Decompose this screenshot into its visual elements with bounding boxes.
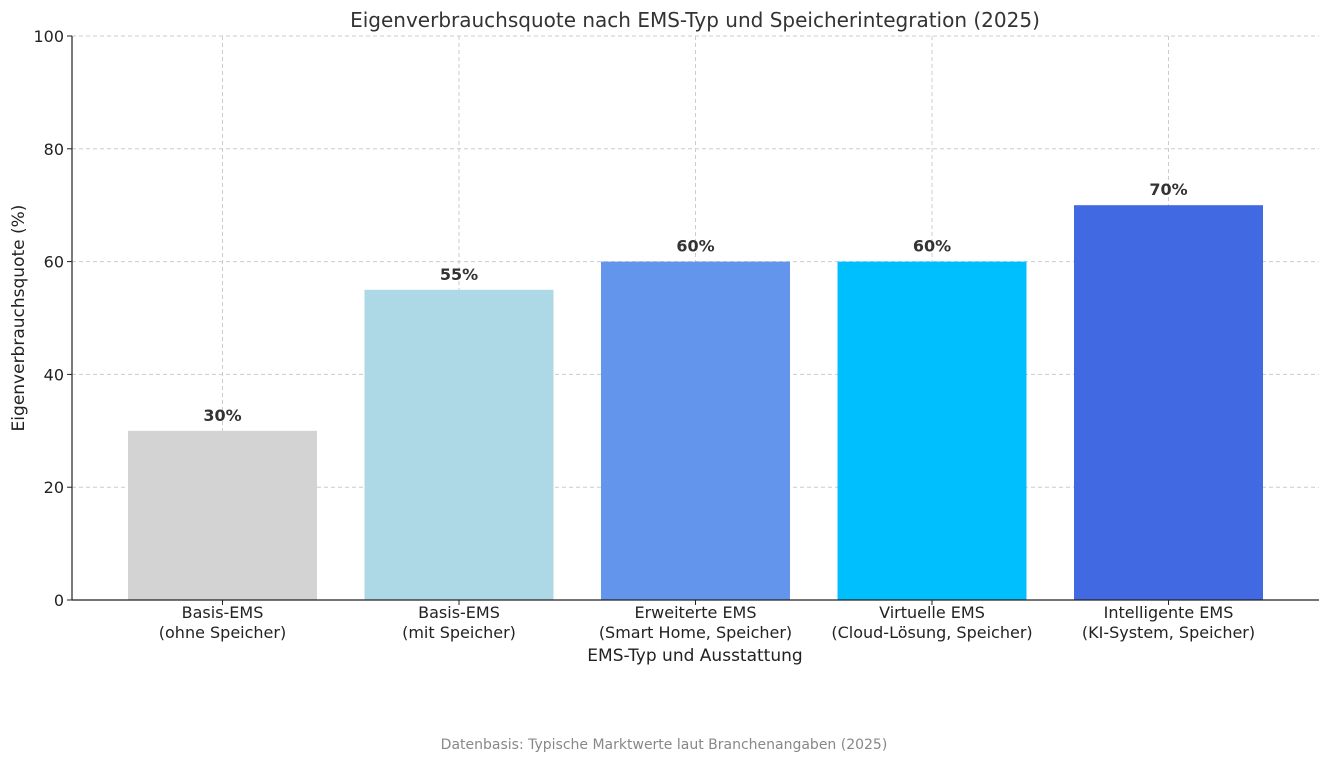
- source-note: Datenbasis: Typische Marktwerte laut Bra…: [441, 737, 888, 753]
- bar: [601, 261, 790, 600]
- bars: 30% 55% 60% 60% 70%: [128, 180, 1263, 600]
- x-tick-label: Basis-EMS (mit Speicher): [402, 603, 516, 642]
- y-tick-label: 80: [44, 140, 64, 159]
- x-tick-label-line: Basis-EMS: [418, 603, 500, 622]
- x-tick-label-line: (Smart Home, Speicher): [599, 623, 792, 642]
- bar-value-label: 30%: [203, 406, 241, 425]
- bar: [128, 430, 317, 600]
- y-tick-label: 20: [44, 478, 64, 497]
- bar: [837, 261, 1027, 600]
- x-tick-label: Erweiterte EMS (Smart Home, Speicher): [599, 603, 792, 642]
- bar-value-label: 55%: [440, 265, 478, 284]
- chart-title: Eigenverbrauchsquote nach EMS-Typ und Sp…: [350, 8, 1040, 32]
- y-axis-label: Eigenverbrauchsquote (%): [9, 205, 29, 432]
- y-tick-label: 60: [44, 253, 64, 272]
- x-tick-label-line: (ohne Speicher): [159, 623, 286, 642]
- x-axis-label: EMS-Typ und Ausstattung: [587, 646, 802, 666]
- bar-value-label: 70%: [1149, 180, 1187, 199]
- x-tick-label-line: (mit Speicher): [402, 623, 516, 642]
- x-tick-label-line: Basis-EMS: [182, 603, 264, 622]
- x-tick-label-line: Erweiterte EMS: [634, 603, 756, 622]
- x-tick-label: Intelligente EMS (KI-System, Speicher): [1082, 603, 1255, 642]
- x-tick-label-line: Intelligente EMS: [1104, 603, 1234, 622]
- bar-value-label: 60%: [913, 237, 951, 256]
- x-tick-label: Virtuelle EMS (Cloud-Lösung, Speicher): [831, 603, 1032, 642]
- bar-value-label: 60%: [676, 237, 714, 256]
- y-tick-label: 0: [54, 591, 64, 610]
- bar: [364, 289, 554, 600]
- x-tick-label-line: (KI-System, Speicher): [1082, 623, 1255, 642]
- x-tick-label-line: (Cloud-Lösung, Speicher): [831, 623, 1032, 642]
- x-tick-label: Basis-EMS (ohne Speicher): [159, 603, 286, 642]
- bar: [1074, 205, 1263, 600]
- y-tick-label: 40: [44, 365, 64, 384]
- x-tick-label-line: Virtuelle EMS: [879, 603, 985, 622]
- y-tick-label: 100: [33, 27, 64, 46]
